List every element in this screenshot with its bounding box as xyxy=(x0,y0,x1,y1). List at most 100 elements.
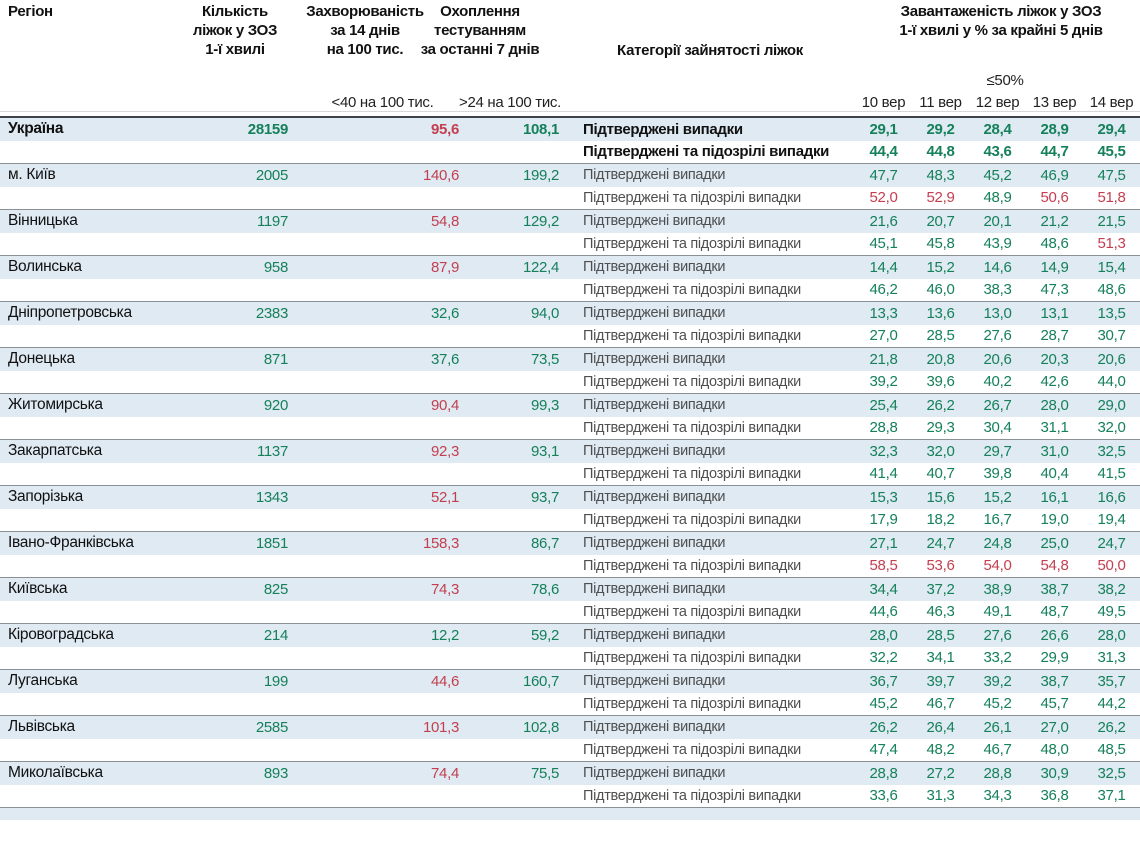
occupancy-value: 38,7 xyxy=(1040,580,1069,598)
incidence-value: 95,6 xyxy=(431,120,459,138)
occupancy-value: 51,3 xyxy=(1097,235,1126,253)
table-header: Регіон Кількість ліжок у ЗОЗ 1-ї хвилі З… xyxy=(0,0,1140,113)
occupancy-value: 44,4 xyxy=(869,143,898,161)
region-block: Запорізька 1343 52,1 93,7 Підтверджені в… xyxy=(0,485,1140,531)
occupancy-value: 13,0 xyxy=(983,304,1012,322)
occupancy-value: 45,8 xyxy=(926,235,955,253)
suspected-row: Підтверджені та підозрілі випадки 52,0 5… xyxy=(0,186,1140,209)
occupancy-value: 29,1 xyxy=(869,120,898,138)
occupancy-value: 26,6 xyxy=(1040,626,1069,644)
suspected-label: Підтверджені та підозрілі випадки xyxy=(583,465,801,482)
threshold-occupancy: ≤50% xyxy=(986,72,1024,89)
occupancy-value: 44,2 xyxy=(1097,695,1126,713)
occupancy-value: 32,5 xyxy=(1097,764,1126,782)
occupancy-value: 43,9 xyxy=(983,235,1012,253)
confirmed-row: Запорізька 1343 52,1 93,7 Підтверджені в… xyxy=(0,486,1140,509)
occupancy-value: 17,9 xyxy=(869,511,898,529)
confirmed-label: Підтверджені випадки xyxy=(583,535,726,552)
confirmed-label: Підтверджені випадки xyxy=(583,673,726,690)
occupancy-value: 27,0 xyxy=(869,327,898,345)
occupancy-value: 27,2 xyxy=(926,764,955,782)
testing-value: 93,7 xyxy=(531,488,559,506)
occupancy-value: 28,5 xyxy=(926,626,955,644)
occupancy-value: 28,7 xyxy=(1040,327,1069,345)
occupancy-value: 47,3 xyxy=(1040,281,1069,299)
region-block: Луганська 199 44,6 160,7 Підтверджені ви… xyxy=(0,669,1140,715)
occupancy-value: 48,2 xyxy=(926,741,955,759)
suspected-label: Підтверджені та підозрілі випадки xyxy=(583,511,801,528)
suspected-row: Підтверджені та підозрілі випадки 45,1 4… xyxy=(0,232,1140,255)
occupancy-value: 21,6 xyxy=(869,212,898,230)
suspected-label: Підтверджені та підозрілі випадки xyxy=(583,281,801,298)
occupancy-value: 25,0 xyxy=(1040,534,1069,552)
region-block: Львівська 2585 101,3 102,8 Підтверджені … xyxy=(0,715,1140,761)
region-block: Житомирська 920 90,4 99,3 Підтверджені в… xyxy=(0,393,1140,439)
occupancy-value: 29,4 xyxy=(1097,120,1126,138)
occupancy-value: 46,9 xyxy=(1040,166,1069,184)
occupancy-value: 29,9 xyxy=(1040,649,1069,667)
occupancy-value: 37,1 xyxy=(1097,787,1126,805)
occupancy-value: 58,5 xyxy=(869,557,898,575)
region-name: Вінницька xyxy=(8,212,78,230)
occupancy-value: 45,2 xyxy=(983,695,1012,713)
occupancy-value: 15,6 xyxy=(926,488,955,506)
region-block: Київська 825 74,3 78,6 Підтверджені випа… xyxy=(0,577,1140,623)
testing-value: 122,4 xyxy=(522,258,559,276)
occupancy-value: 28,0 xyxy=(1097,626,1126,644)
incidence-value: 12,2 xyxy=(431,626,459,644)
occupancy-value: 46,3 xyxy=(926,603,955,621)
testing-value: 73,5 xyxy=(531,350,559,368)
occupancy-value: 54,0 xyxy=(983,557,1012,575)
occupancy-value: 32,0 xyxy=(1097,419,1126,437)
occupancy-value: 38,2 xyxy=(1097,580,1126,598)
occupancy-value: 20,7 xyxy=(926,212,955,230)
confirmed-row: Луганська 199 44,6 160,7 Підтверджені ви… xyxy=(0,670,1140,693)
occupancy-value: 30,4 xyxy=(983,419,1012,437)
date-col: 10 вер xyxy=(861,94,906,111)
occupancy-value: 24,7 xyxy=(926,534,955,552)
confirmed-label: Підтверджені випадки xyxy=(583,765,726,782)
occupancy-value: 33,6 xyxy=(869,787,898,805)
beds-value: 893 xyxy=(263,764,288,782)
confirmed-label: Підтверджені випадки xyxy=(583,489,726,506)
region-name: Закарпатська xyxy=(8,442,102,460)
confirmed-row: Житомирська 920 90,4 99,3 Підтверджені в… xyxy=(0,394,1140,417)
occupancy-value: 14,9 xyxy=(1040,258,1069,276)
region-name: Житомирська xyxy=(8,396,103,414)
confirmed-label: Підтверджені випадки xyxy=(583,581,726,598)
occupancy-value: 14,4 xyxy=(869,258,898,276)
occupancy-value: 32,2 xyxy=(869,649,898,667)
occupancy-value: 34,3 xyxy=(983,787,1012,805)
occupancy-value: 39,2 xyxy=(983,672,1012,690)
occupancy-value: 20,6 xyxy=(1097,350,1126,368)
date-col: 11 вер xyxy=(919,94,962,111)
incidence-value: 92,3 xyxy=(431,442,459,460)
occupancy-value: 44,6 xyxy=(869,603,898,621)
suspected-label: Підтверджені та підозрілі випадки xyxy=(583,787,801,804)
beds-value: 199 xyxy=(263,672,288,690)
occupancy-value: 31,0 xyxy=(1040,442,1069,460)
testing-value: 129,2 xyxy=(522,212,559,230)
header-testing: Охоплення тестуванням за останні 7 днів xyxy=(420,3,540,58)
occupancy-value: 38,9 xyxy=(983,580,1012,598)
occupancy-value: 49,1 xyxy=(983,603,1012,621)
suspected-row: Підтверджені та підозрілі випадки 28,8 2… xyxy=(0,416,1140,439)
occupancy-value: 13,5 xyxy=(1097,304,1126,322)
suspected-row: Підтверджені та підозрілі випадки 32,2 3… xyxy=(0,646,1140,669)
occupancy-value: 13,6 xyxy=(926,304,955,322)
occupancy-value: 45,2 xyxy=(983,166,1012,184)
occupancy-value: 21,8 xyxy=(869,350,898,368)
suspected-row: Підтверджені та підозрілі випадки 17,9 1… xyxy=(0,508,1140,531)
occupancy-value: 36,8 xyxy=(1040,787,1069,805)
occupancy-value: 29,0 xyxy=(1097,396,1126,414)
region-block: Донецька 871 37,6 73,5 Підтверджені випа… xyxy=(0,347,1140,393)
occupancy-value: 38,7 xyxy=(1040,672,1069,690)
occupancy-value: 40,7 xyxy=(926,465,955,483)
occupancy-value: 39,2 xyxy=(869,373,898,391)
region-name: Львівська xyxy=(8,718,75,736)
incidence-value: 101,3 xyxy=(422,718,459,736)
incidence-value: 158,3 xyxy=(422,534,459,552)
occupancy-value: 28,8 xyxy=(869,419,898,437)
occupancy-value: 24,8 xyxy=(983,534,1012,552)
occupancy-value: 27,1 xyxy=(869,534,898,552)
